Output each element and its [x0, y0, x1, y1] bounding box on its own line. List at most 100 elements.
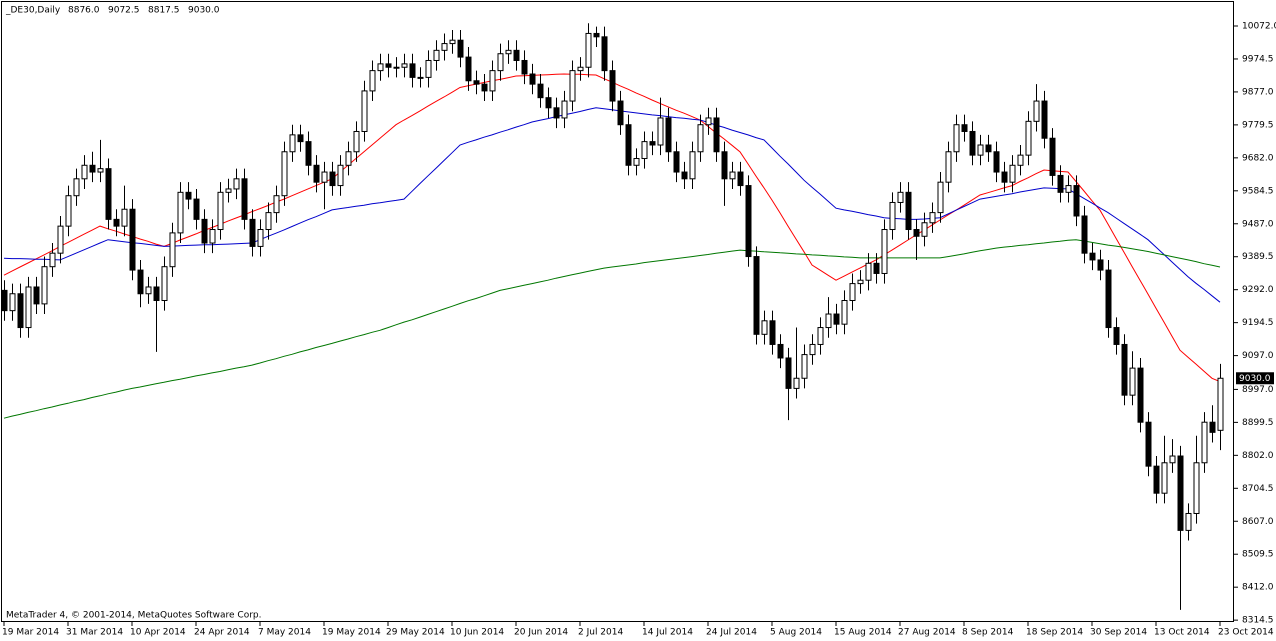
candle-body — [473, 80, 480, 85]
candle-body — [841, 300, 848, 325]
x-tick-label: 7 May 2014 — [258, 628, 311, 638]
x-tick-label: 20 Jun 2014 — [514, 628, 568, 638]
x-tick-label: 10 Jun 2014 — [450, 628, 504, 638]
candle-body — [969, 130, 976, 156]
candle-body — [697, 124, 704, 153]
candle-body — [65, 195, 72, 227]
candle-body — [25, 286, 32, 329]
candle-body — [745, 185, 752, 258]
footer: MetaTrader 4, © 2001-2014, MetaQuotes So… — [6, 611, 262, 621]
candle-body — [1049, 137, 1056, 176]
price-tag-label: 9030.0 — [1239, 374, 1271, 384]
candle-body — [953, 124, 960, 153]
candle-body — [609, 70, 616, 102]
candle-body — [1073, 185, 1080, 217]
candle-body — [601, 36, 608, 72]
candle-body — [41, 266, 48, 305]
y-tick-label: 8412.0 — [1242, 583, 1274, 593]
candle-body — [1025, 120, 1032, 156]
candle-body — [225, 188, 232, 193]
y-tick-label: 9194.5 — [1242, 318, 1274, 328]
candle-body — [113, 218, 120, 227]
candle-body — [465, 56, 472, 82]
x-tick-label: 14 Jul 2014 — [642, 628, 693, 638]
candle-body — [809, 343, 816, 356]
candle-body — [521, 59, 528, 75]
candle-body — [1, 289, 8, 312]
x-tick-label: 24 Apr 2014 — [194, 628, 250, 638]
candle-body — [937, 181, 944, 214]
candle-body — [649, 141, 656, 146]
candle-body — [1129, 367, 1136, 396]
x-tick-label: 15 Aug 2014 — [834, 628, 892, 638]
candle-body — [705, 117, 712, 126]
x-tick-label: 19 May 2014 — [322, 628, 381, 638]
candle-body — [481, 83, 488, 92]
candle-body — [1113, 327, 1120, 345]
candle-body — [121, 208, 128, 227]
candle-body — [665, 117, 672, 153]
candle-body — [569, 70, 576, 102]
candle-body — [513, 49, 520, 61]
candle-body — [889, 201, 896, 231]
candle-body — [777, 343, 784, 359]
candle-body — [1201, 421, 1208, 464]
candle-body — [913, 229, 920, 237]
x-tick-label: 2 Jul 2014 — [578, 628, 623, 638]
candle-body — [105, 168, 112, 220]
candle-body — [1217, 377, 1224, 431]
candle-body — [489, 70, 496, 92]
y-tick-label: 8802.0 — [1242, 451, 1274, 461]
y-tick-label: 9682.0 — [1242, 153, 1274, 163]
candle-body — [1089, 252, 1096, 261]
y-tick-label: 9292.0 — [1242, 285, 1274, 295]
candle-body — [1009, 164, 1016, 183]
header-ohlc: 9072.5 — [108, 6, 140, 16]
x-tick-label: 27 Aug 2014 — [898, 628, 956, 638]
candle-body — [345, 151, 352, 166]
candle-body — [89, 164, 96, 173]
candle-body — [193, 198, 200, 220]
candle-body — [1057, 174, 1064, 193]
candle-body — [905, 191, 912, 231]
price-tag — [1236, 372, 1274, 385]
candle-body — [761, 320, 768, 335]
candle-body — [401, 63, 408, 68]
candle-body — [369, 70, 376, 92]
candle-body — [713, 117, 720, 153]
y-tick-label: 8899.5 — [1242, 418, 1274, 428]
candle-body — [305, 141, 312, 166]
x-tick-label: 5 Aug 2014 — [770, 628, 822, 638]
candle-body — [57, 225, 64, 254]
x-tick-label: 30 Sep 2014 — [1090, 628, 1147, 638]
candle-body — [833, 313, 840, 325]
candle-body — [865, 262, 872, 281]
header-ohlc: 8817.5 — [148, 6, 180, 16]
candle-body — [425, 59, 432, 78]
candle-body — [1169, 455, 1176, 464]
candle-body — [793, 377, 800, 389]
x-tick-label: 19 Mar 2014 — [2, 628, 59, 638]
candle-body — [1185, 512, 1192, 531]
candle-body — [577, 66, 584, 72]
candle-body — [185, 191, 192, 200]
candle-body — [1145, 421, 1152, 467]
candle-body — [97, 168, 104, 173]
candle-body — [145, 286, 152, 295]
candle-body — [81, 164, 88, 180]
candle-body — [281, 151, 288, 197]
candle-body — [961, 124, 968, 132]
candle-body — [457, 39, 464, 58]
y-tick-label: 10072.0 — [1242, 22, 1276, 32]
candle-body — [673, 151, 680, 173]
candle-body — [617, 100, 624, 126]
candle-body — [433, 49, 440, 61]
candle-body — [217, 191, 224, 231]
candle-body — [1105, 269, 1112, 329]
candle-body — [633, 158, 640, 166]
candle-body — [985, 144, 992, 153]
candle-body — [977, 144, 984, 156]
candle-body — [177, 191, 184, 234]
